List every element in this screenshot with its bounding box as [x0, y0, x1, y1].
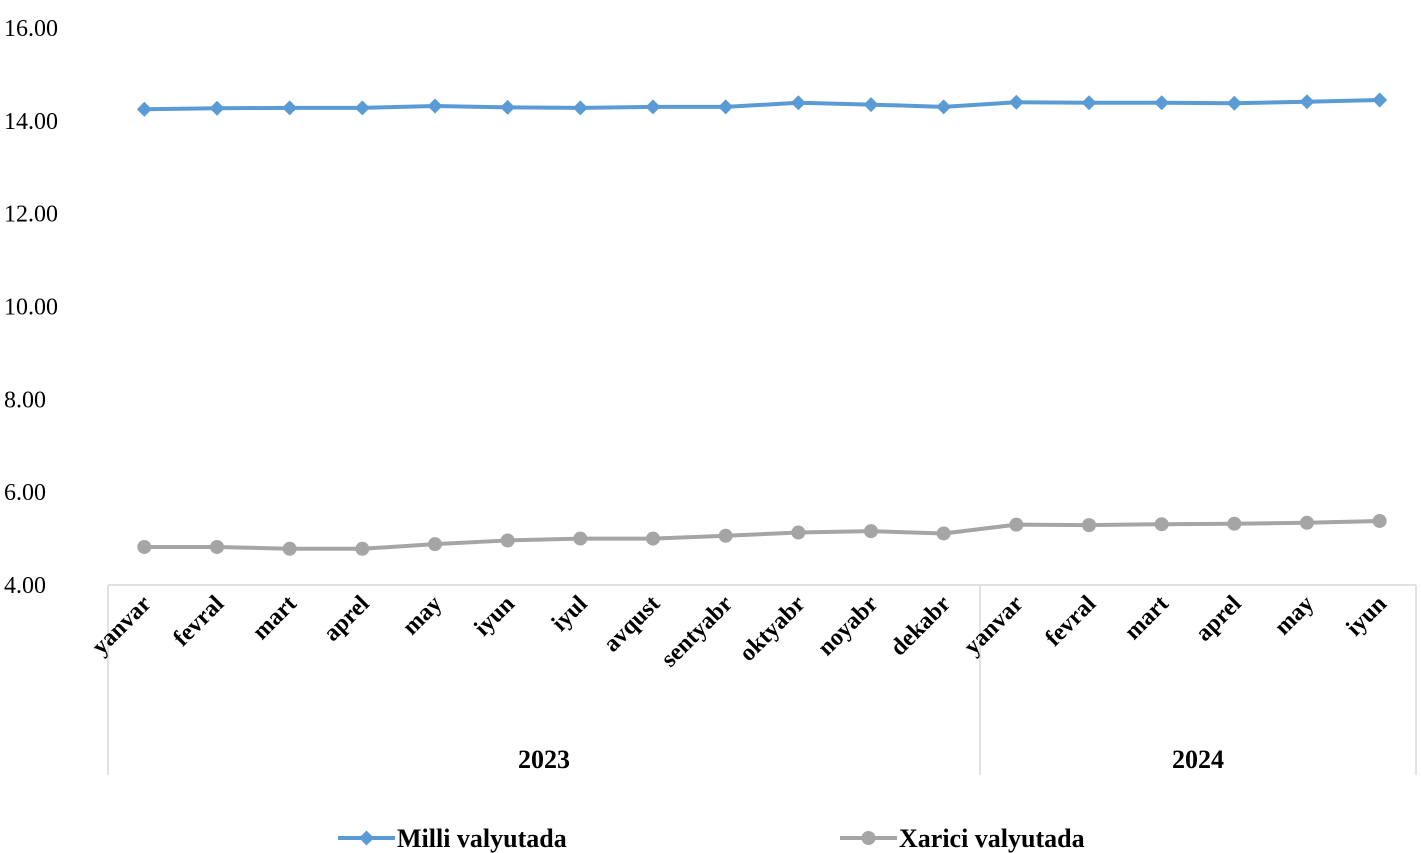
- data-point: [864, 524, 878, 539]
- data-point: [355, 541, 370, 556]
- data-point: [1226, 95, 1242, 111]
- data-point: [427, 98, 443, 114]
- series-0: [136, 92, 1388, 117]
- x-tick-label: dekabr: [886, 591, 956, 661]
- x-tick-label: iyun: [1341, 591, 1391, 641]
- data-point: [210, 539, 224, 554]
- data-point: [718, 528, 733, 543]
- x-tick-label: aprel: [1191, 591, 1247, 647]
- data-point: [863, 97, 879, 113]
- data-point: [791, 525, 806, 540]
- y-axis-labels: 4.00 6.00 8.00 10.00 12.00 14.00 16.00: [4, 16, 58, 599]
- legend-item: Milli valyutada: [338, 824, 567, 853]
- x-tick-label: aprel: [319, 591, 375, 647]
- x-tick-label: fevral: [1040, 591, 1101, 652]
- x-tick-label: oktyabr: [735, 591, 811, 667]
- legend-item: Xarici valyutada: [840, 824, 1085, 853]
- data-point: [1299, 94, 1315, 110]
- data-point: [137, 539, 152, 554]
- y-tick-label: 14.00: [4, 109, 58, 135]
- data-point: [500, 533, 515, 548]
- x-tick-label: may: [398, 591, 447, 640]
- data-point: [1008, 94, 1024, 110]
- data-point: [500, 99, 516, 115]
- x-tick-label: sentyabr: [656, 591, 738, 673]
- y-tick-label: 6.00: [4, 480, 46, 506]
- y-tick-label: 12.00: [4, 202, 58, 228]
- data-point: [573, 531, 588, 546]
- legend-marker: [861, 831, 876, 845]
- x-tick-label: iyun: [469, 591, 519, 641]
- legend-label: Milli valyutada: [397, 824, 567, 853]
- x-tick-label: may: [1270, 591, 1319, 640]
- data-point: [1081, 95, 1097, 111]
- data-point: [718, 99, 734, 115]
- data-point: [1372, 92, 1388, 108]
- x-tick-label: noyabr: [813, 591, 883, 661]
- y-tick-label: 4.00: [4, 573, 46, 599]
- data-point: [1372, 513, 1387, 528]
- x-axis: [107, 584, 1417, 775]
- x-tick-label: mart: [1120, 591, 1174, 645]
- year-group-label: 2023: [518, 745, 570, 774]
- data-point: [1082, 518, 1096, 533]
- x-tick-label: fevral: [168, 591, 229, 652]
- series-layer: [136, 92, 1388, 556]
- series-line: [144, 97, 1380, 112]
- data-point: [1154, 95, 1170, 111]
- x-tick-label: yanvar: [959, 591, 1029, 661]
- data-point: [1154, 517, 1169, 532]
- legend-marker: [359, 830, 374, 846]
- y-tick-label: 10.00: [4, 295, 58, 321]
- year-group-label: 2024: [1172, 745, 1224, 774]
- legend-label: Xarici valyutada: [899, 824, 1085, 853]
- data-point: [936, 526, 951, 541]
- data-point: [282, 100, 298, 116]
- series-1: [137, 513, 1387, 556]
- year-group-labels: 2023 2024: [518, 745, 1224, 774]
- y-tick-label: 16.00: [4, 16, 58, 42]
- data-point: [645, 99, 661, 115]
- data-point: [1009, 517, 1024, 532]
- x-tick-label: avqust: [599, 591, 665, 657]
- data-point: [354, 100, 370, 116]
- data-point: [646, 531, 660, 546]
- x-tick-label: iyul: [547, 591, 593, 637]
- data-point: [209, 100, 225, 116]
- x-tick-label: yanvar: [87, 591, 157, 661]
- data-point: [428, 537, 442, 552]
- data-point: [136, 101, 152, 117]
- data-point: [1227, 516, 1242, 531]
- data-point: [1300, 515, 1314, 530]
- y-tick-label: 8.00: [4, 387, 46, 413]
- data-point: [282, 541, 297, 556]
- x-tick-labels: yanvar fevral mart aprel may iyun iyul avqustse…: [87, 591, 1392, 673]
- series-line: [144, 518, 1380, 551]
- data-point: [572, 100, 588, 116]
- data-point: [936, 99, 952, 115]
- legend: Milli valyutada Xarici valyutada: [338, 824, 1085, 853]
- x-tick-label: mart: [248, 591, 302, 645]
- data-point: [790, 95, 806, 111]
